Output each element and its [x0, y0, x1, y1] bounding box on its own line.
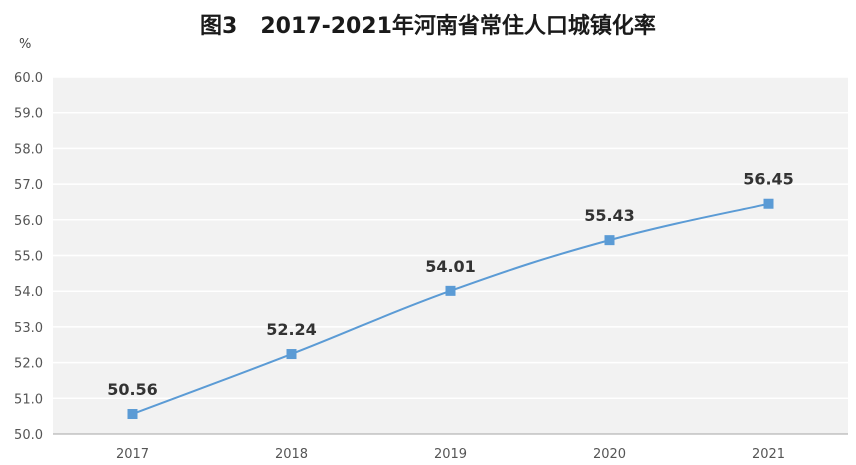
- x-tick-label: 2018: [275, 447, 308, 462]
- x-tick-label: 2020: [593, 447, 626, 462]
- y-tick-label: 60.0: [14, 71, 43, 86]
- y-tick-label: 58.0: [14, 142, 43, 157]
- data-label: 52.24: [266, 320, 317, 339]
- data-point: [286, 349, 297, 360]
- data-point: [445, 285, 456, 296]
- data-point: [127, 409, 138, 420]
- y-tick-label: 51.0: [14, 392, 43, 407]
- data-point: [604, 235, 615, 246]
- y-axis-unit: %: [19, 37, 32, 52]
- x-tick-label: 2017: [116, 447, 149, 462]
- y-tick-label: 53.0: [14, 321, 43, 336]
- data-label: 50.56: [107, 380, 158, 399]
- data-label: 55.43: [584, 206, 635, 225]
- y-tick-label: 57.0: [14, 178, 43, 193]
- data-label: 56.45: [743, 170, 794, 189]
- x-tick-label: 2019: [434, 447, 467, 462]
- chart-title: 图3 2017-2021年河南省常住人口城镇化率: [200, 14, 656, 39]
- data-label: 54.01: [425, 257, 476, 276]
- y-tick-label: 50.0: [14, 428, 43, 443]
- y-tick-label: 55.0: [14, 250, 43, 265]
- y-tick-label: 56.0: [14, 214, 43, 229]
- y-tick-label: 52.0: [14, 357, 43, 372]
- y-tick-label: 54.0: [14, 285, 43, 300]
- x-tick-label: 2021: [752, 447, 785, 462]
- y-tick-label: 59.0: [14, 107, 43, 122]
- data-point: [763, 198, 774, 209]
